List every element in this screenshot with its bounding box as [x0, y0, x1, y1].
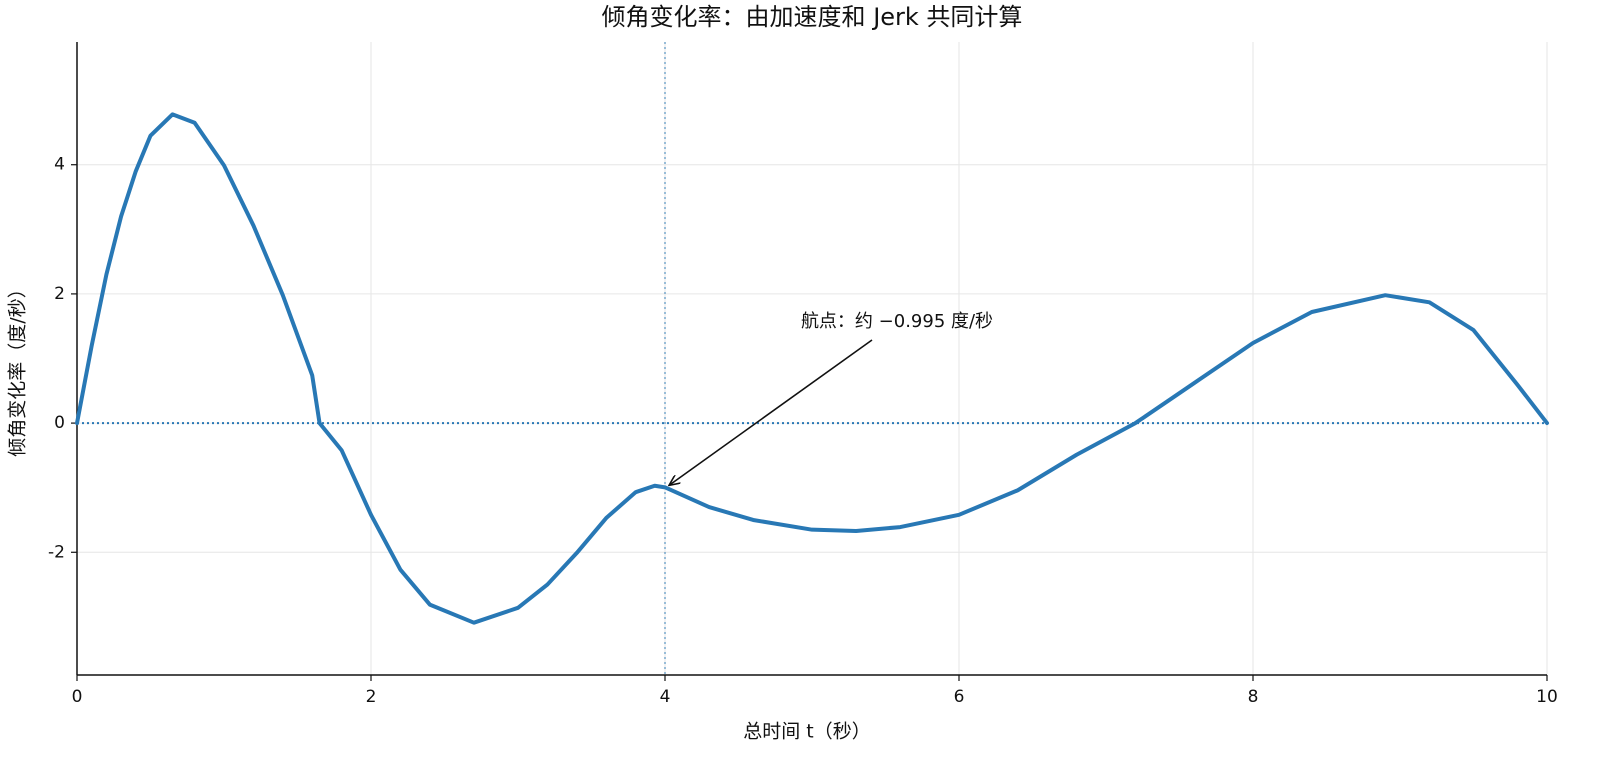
x-axis-label: 总时间 t（秒）: [743, 721, 871, 743]
x-tick-label: 0: [72, 687, 83, 707]
x-tick-label: 6: [954, 687, 965, 707]
y-tick-label: 4: [54, 155, 65, 175]
data-line: [75, 112, 1549, 625]
y-axis-label: 倾角变化率（度/秒）: [7, 279, 29, 456]
x-tick-label: 10: [1536, 687, 1558, 707]
x-tick-label: 4: [660, 687, 671, 707]
y-tick-label: 0: [54, 413, 65, 433]
annotation-arrow: [669, 339, 873, 485]
y-tick-label: 2: [54, 284, 65, 304]
chart-title: 倾角变化率：由加速度和 Jerk 共同计算: [602, 3, 1023, 31]
annotation-text: 航点：约 −0.995 度/秒: [801, 311, 993, 332]
y-tick-label: -2: [48, 542, 65, 562]
x-tick-label: 2: [366, 687, 377, 707]
x-tick-label: 8: [1248, 687, 1259, 707]
